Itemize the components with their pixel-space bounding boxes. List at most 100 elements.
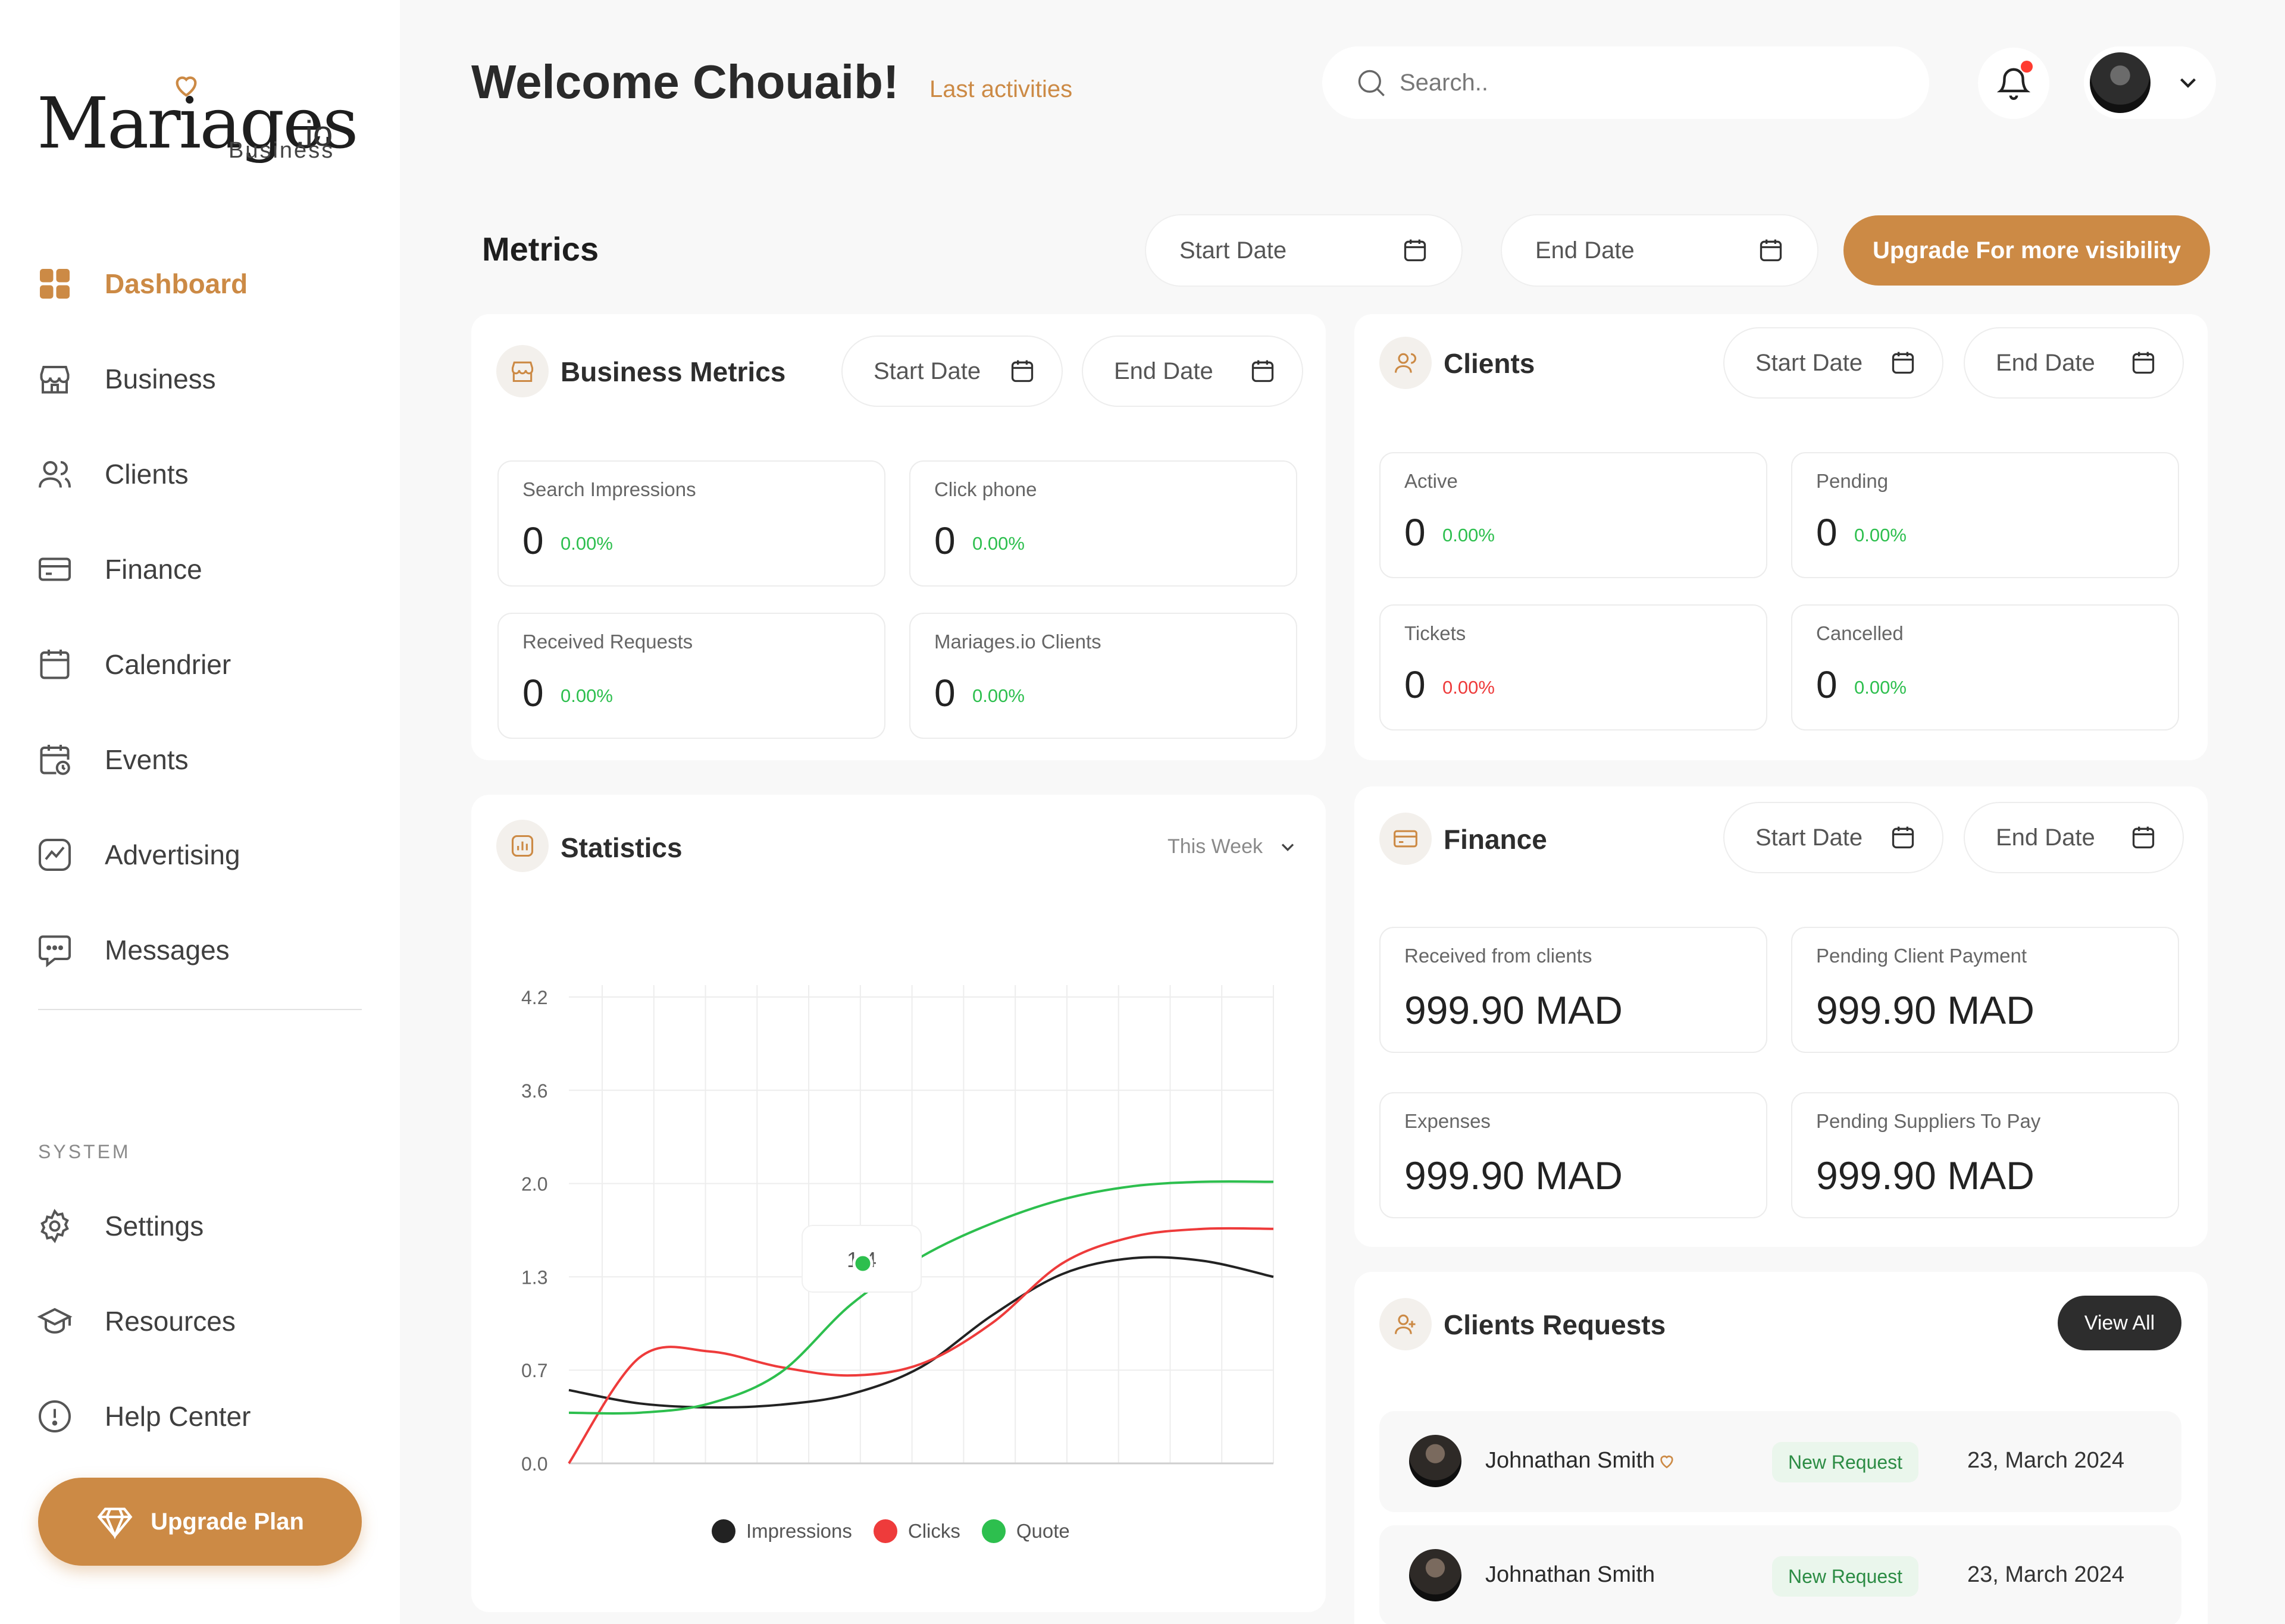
end-date-label: End Date	[1535, 237, 1635, 264]
calendar-icon	[1760, 239, 1782, 262]
legend-dot-impressions	[712, 1519, 735, 1543]
sidebar-item-label: Business	[105, 363, 216, 394]
sidebar-item-clients[interactable]: Clients	[37, 441, 370, 507]
stat-percent: 0.00%	[972, 533, 1025, 554]
end-date-label: End Date	[1996, 349, 2095, 376]
stat-value: 0	[1404, 511, 1426, 554]
sidebar-item-resources[interactable]: Resources	[37, 1288, 370, 1354]
stat-label: Tickets	[1404, 622, 1466, 644]
sidebar-item-advertising[interactable]: Advertising	[37, 822, 370, 888]
highlight-point	[852, 1253, 874, 1274]
calendar-icon	[1011, 360, 1034, 383]
clients-end-date[interactable]: End Date	[1964, 327, 2184, 399]
bell-icon	[1996, 68, 2031, 100]
finance-end-date[interactable]: End Date	[1964, 802, 2184, 873]
start-date-label: Start Date	[1755, 349, 1863, 376]
stat-received-requests: Received Requests 0 0.00%	[497, 613, 885, 739]
business-metrics-icon-wrap	[496, 345, 549, 397]
sidebar-item-help-center[interactable]: Help Center	[37, 1384, 370, 1449]
chevron-down-icon	[2180, 78, 2196, 88]
sidebar-item-business[interactable]: Business	[37, 346, 370, 412]
stat-label: Click phone	[934, 478, 1037, 500]
legend-clicks: Clicks	[873, 1519, 960, 1543]
stat-search-impressions: Search Impressions 0 0.00%	[497, 460, 885, 587]
stat-label: Search Impressions	[522, 478, 696, 500]
sidebar-item-label: Messages	[105, 935, 230, 965]
start-date-label: Start Date	[874, 358, 981, 384]
brand-logo[interactable]: Mariages .io Business	[37, 71, 359, 173]
brand-sub: Business	[228, 138, 335, 163]
period-select[interactable]: This Week	[1167, 835, 1298, 858]
page-title: Welcome Chouaib!	[471, 55, 899, 108]
stat-label: Cancelled	[1816, 622, 1904, 644]
sidebar-item-messages[interactable]: Messages	[37, 917, 370, 983]
search-bar[interactable]	[1322, 46, 1929, 119]
grid-icon	[40, 269, 70, 299]
legend-label: Quote	[1016, 1520, 1070, 1542]
sidebar-item-calendrier[interactable]: Calendrier	[37, 632, 370, 697]
finance-pending-client: Pending Client Payment 999.90 MAD	[1791, 927, 2179, 1053]
sidebar-item-label: Advertising	[105, 839, 240, 870]
stat-percent: 0.00%	[972, 685, 1025, 706]
stat-label: Pending	[1816, 470, 1889, 492]
stat-value: 0	[1404, 663, 1426, 706]
upgrade-visibility-button[interactable]: Upgrade For more visibility	[1843, 215, 2210, 286]
metrics-end-date[interactable]: End Date	[1501, 214, 1818, 287]
chevron-down-icon	[1281, 843, 1294, 851]
business-start-date[interactable]: Start Date	[841, 336, 1063, 407]
metrics-title: Metrics	[482, 230, 599, 268]
search-input[interactable]	[1400, 69, 1911, 96]
statistics-card: Statistics	[471, 795, 1326, 1612]
series-line-clicks	[568, 1227, 1274, 1465]
card-icon	[39, 557, 71, 581]
finance-pending-suppliers: Pending Suppliers To Pay 999.90 MAD	[1791, 1092, 2179, 1218]
series-line-quote	[568, 1180, 1274, 1415]
statistics-title: Statistics	[561, 832, 683, 863]
start-date-label: Start Date	[1179, 237, 1287, 264]
finance-start-date[interactable]: Start Date	[1723, 802, 1943, 873]
stat-percent: 0.00%	[1442, 677, 1495, 698]
upgrade-plan-label: Upgrade Plan	[151, 1508, 304, 1535]
y-tick-label: 0.0	[521, 1453, 547, 1475]
sidebar-item-finance[interactable]: Finance	[37, 537, 370, 602]
requests-title: Clients Requests	[1444, 1309, 1666, 1340]
finance-title: Finance	[1444, 824, 1547, 855]
business-end-date[interactable]: End Date	[1082, 336, 1303, 407]
sidebar-item-settings[interactable]: Settings	[37, 1193, 370, 1259]
stat-percent: 0.00%	[1442, 525, 1495, 545]
sidebar-item-events[interactable]: Events	[37, 727, 370, 792]
metrics-start-date[interactable]: Start Date	[1145, 214, 1463, 287]
sidebar-item-dashboard[interactable]: Dashboard	[37, 251, 370, 316]
brand-name: Mariages	[37, 82, 359, 164]
notifications-button[interactable]	[1978, 48, 2049, 119]
calendar-icon	[1404, 239, 1426, 262]
view-all-button[interactable]: View All	[2058, 1296, 2181, 1350]
upgrade-plan-button[interactable]: Upgrade Plan	[38, 1478, 362, 1566]
y-tick-label: 3.6	[521, 1080, 547, 1102]
stat-percent: 0.00%	[561, 685, 613, 706]
stat-label: Active	[1404, 470, 1458, 492]
legend-label: Impressions	[746, 1520, 852, 1542]
calendar-icon	[1892, 826, 1914, 849]
profile-menu[interactable]	[2084, 46, 2216, 119]
stat-cancelled: Cancelled 0 0.00%	[1791, 604, 2179, 731]
sidebar-divider	[38, 1009, 362, 1010]
table-row[interactable]: Johnathan Smith New Request 23, March 20…	[1379, 1411, 2181, 1512]
system-section-label: SYSTEM	[38, 1141, 131, 1162]
avatar	[1409, 1435, 1461, 1487]
stat-value: 0	[1816, 511, 1838, 554]
sidebar: Mariages .io Business Dashboard Business…	[0, 0, 400, 1624]
last-activities-link[interactable]: Last activities	[929, 76, 1073, 102]
chat-icon	[39, 935, 71, 968]
period-label: This Week	[1167, 835, 1263, 858]
clients-start-date[interactable]: Start Date	[1723, 327, 1943, 399]
start-date-label: Start Date	[1755, 824, 1863, 851]
stat-value: 0	[934, 672, 956, 714]
request-name: Johnathan Smith	[1485, 1562, 1655, 1588]
table-row[interactable]: Johnathan Smith New Request 23, March 20…	[1379, 1525, 2181, 1624]
legend-dot-clicks	[873, 1519, 897, 1543]
y-tick-label: 2.0	[521, 1174, 547, 1195]
sidebar-item-label: Events	[105, 744, 189, 775]
stat-label: Received Requests	[522, 631, 693, 653]
